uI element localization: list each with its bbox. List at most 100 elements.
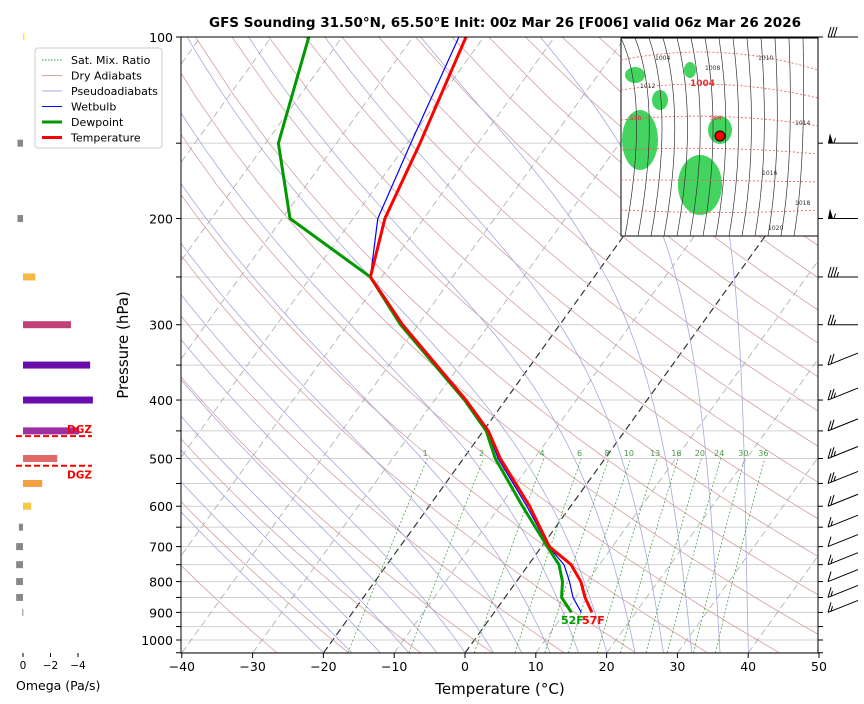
omega-bar: [23, 454, 58, 462]
x-tick-label: 50: [811, 659, 827, 674]
dry-adiabat: [305, 37, 818, 483]
barb-full: [827, 473, 832, 484]
barb-full: [833, 26, 838, 38]
mixing-ratio-line: [544, 458, 610, 653]
omega-bar: [16, 578, 23, 586]
x-tick-label: 20: [599, 659, 615, 674]
wind-barb: [827, 418, 859, 432]
profiles: [276, 37, 594, 614]
pseudoadiabat: [181, 183, 551, 653]
barb-staff: [827, 552, 859, 566]
omega-bar: [18, 523, 23, 531]
x-tick-label: 0: [461, 659, 469, 674]
dry-adiabat: [195, 37, 818, 596]
y-tick-label: 300: [149, 318, 173, 333]
barb-full: [827, 389, 832, 401]
mixing-ratio-label: 24: [714, 449, 724, 458]
barb-staff: [827, 418, 859, 432]
legend: Sat. Mix. Ratio Dry Adiabats Pseudoadiabat…: [34, 47, 163, 149]
pseudoadiabat: [420, 37, 693, 653]
pseudoadiabat: [181, 415, 409, 653]
barb-full: [827, 571, 832, 582]
wind-barb: [827, 26, 858, 38]
mixing-ratio-line: [568, 458, 631, 653]
barb-flag: [828, 133, 833, 144]
dry-adiabat: [181, 501, 349, 653]
dry-adiabat: [451, 37, 818, 344]
map-label: 1014: [795, 120, 810, 127]
wind-barb: [827, 552, 859, 566]
barb-staff: [827, 470, 859, 484]
map-label: 1008: [705, 65, 720, 72]
barb-half: [833, 213, 836, 219]
pseudoadiabat: [539, 37, 721, 653]
mixing-ratio-label: 10: [624, 449, 634, 458]
wind-barbs: [827, 26, 859, 613]
map-label: 1010: [758, 55, 773, 62]
pseudoadiabat: [181, 378, 438, 653]
omega-bar: [16, 561, 23, 569]
barb-full: [827, 517, 832, 528]
barb-staff: [827, 387, 859, 401]
wind-barb: [828, 208, 858, 220]
omega-bar: [23, 502, 32, 510]
map-label: 1016: [762, 170, 777, 177]
omega-bar: [23, 33, 25, 41]
map-label: 1004: [655, 55, 670, 62]
omega-bar: [22, 608, 24, 616]
dry-adiabat: [378, 37, 818, 412]
barb-half: [830, 591, 833, 597]
dgz-label: DGZ: [67, 470, 92, 482]
mixing-ratio-line: [408, 458, 484, 653]
x-tick-label: −10: [381, 659, 407, 674]
omega-tick-label: −2: [43, 660, 58, 672]
isobar-contour: [676, 37, 688, 237]
isobar-contour: [715, 37, 727, 237]
map-label: 564: [710, 115, 722, 122]
precip-area: [625, 67, 645, 83]
mixing-ratio-labels: 1 2 4 6 8 10 13 16 20 24 30 36: [423, 449, 769, 458]
pseudoadiabat: [668, 37, 749, 653]
isobar-contour: [620, 37, 637, 237]
y-tick-label: 400: [149, 393, 173, 408]
pseudoadiabat: [181, 481, 353, 653]
map-label: 558: [630, 115, 642, 122]
omega-bar: [16, 593, 23, 601]
barb-full: [827, 26, 832, 38]
barb-staff: [827, 514, 859, 528]
wind-barb: [827, 599, 859, 613]
wind-barb: [827, 584, 859, 598]
y-tick-label: 500: [149, 451, 173, 466]
dry-adiabat: [268, 37, 818, 520]
omega-panel: DGZ DGZ 0 −2 −4: [16, 33, 93, 672]
dry-adiabat: [341, 37, 818, 447]
y-axis-label: Pressure (hPa): [114, 291, 132, 399]
pseudoadiabat: [324, 37, 664, 653]
isobar-contour: [793, 37, 804, 237]
dry-adiabat: [181, 564, 278, 653]
barb-full: [833, 266, 838, 278]
barb-full: [827, 496, 832, 507]
mixing-ratio-line: [596, 458, 658, 653]
isotherm: [181, 37, 485, 459]
omega-bar: [23, 273, 36, 281]
background-lines: [181, 37, 818, 653]
dry-adiabat: [415, 37, 818, 378]
axes: −40 −30 −20 −10 0 10 20 30 40 5010020030040050060…: [141, 30, 827, 674]
wind-barb: [827, 314, 858, 326]
dgz-label: DGZ: [67, 424, 92, 436]
barb-full: [830, 353, 835, 365]
wind-barb: [827, 514, 859, 528]
mixing-ratio-label: 30: [738, 449, 748, 458]
barb-staff: [827, 352, 859, 366]
mixing-ratio-line: [620, 458, 679, 653]
mixing-ratio-line: [514, 458, 582, 653]
dry-adiabat: [181, 133, 780, 653]
barb-staff: [827, 446, 859, 459]
x-tick-label: 40: [740, 659, 756, 674]
barb-staff: [827, 584, 859, 598]
height-contour: [620, 147, 819, 155]
mixing-ratio-label: 1: [423, 449, 428, 458]
isobar-contour: [648, 37, 663, 237]
height-contour: [620, 209, 819, 213]
